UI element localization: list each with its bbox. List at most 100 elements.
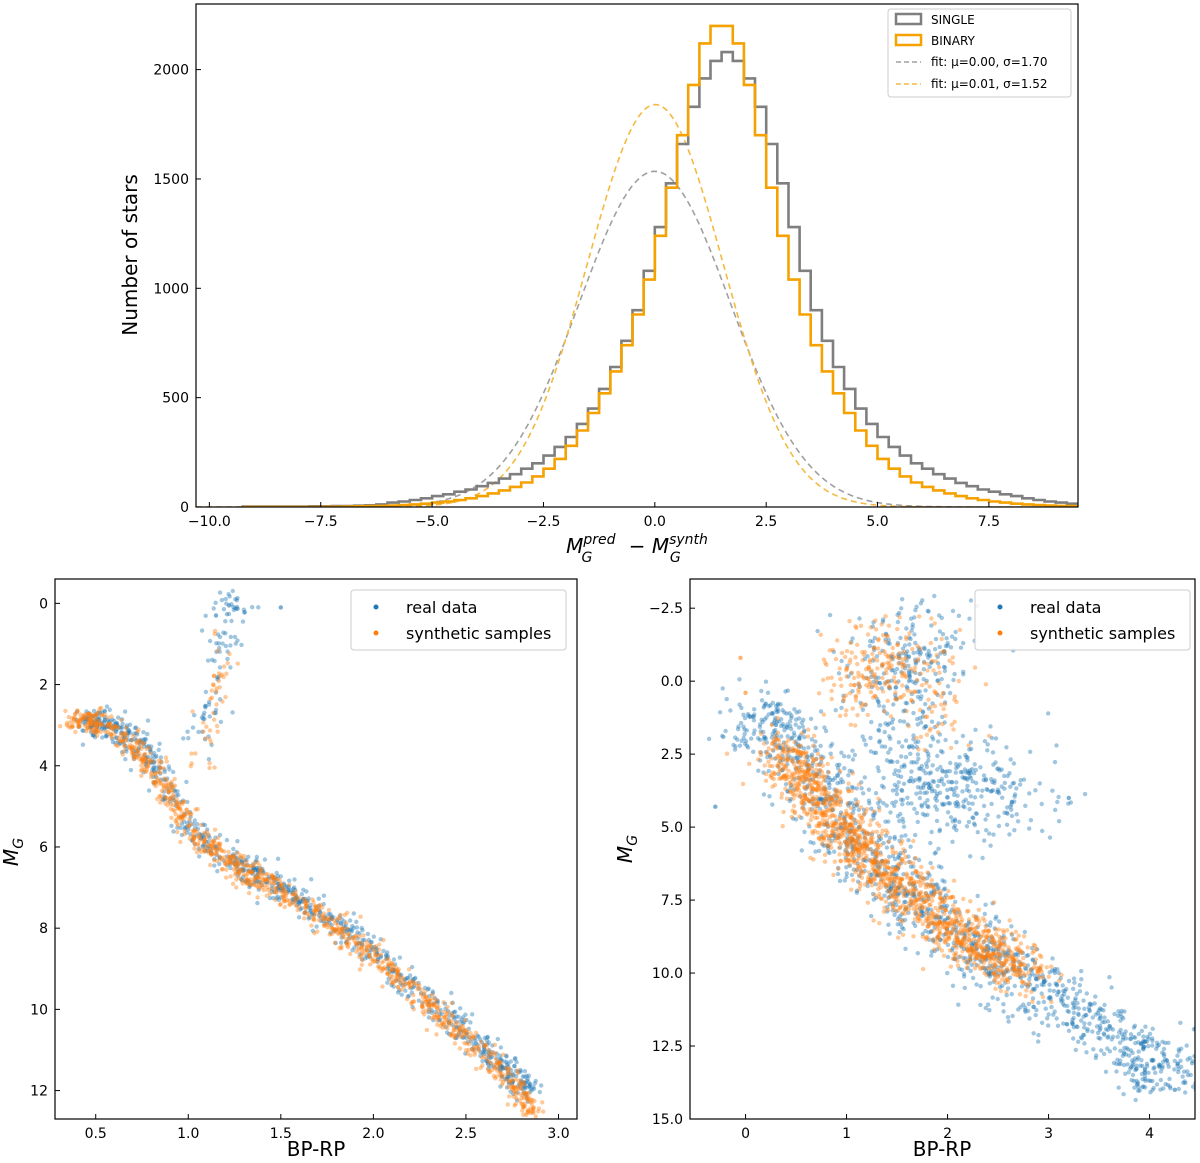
scatter-point (984, 954, 989, 959)
scatter-point (497, 1059, 502, 1065)
scatter-point (151, 769, 157, 774)
scatter-point (385, 980, 390, 985)
scatter-point (357, 931, 362, 936)
scatter-point (907, 642, 912, 647)
scatter-point (1024, 988, 1029, 993)
scatter-point (104, 724, 109, 729)
scatter-point (829, 795, 834, 801)
scatter-point (261, 888, 266, 893)
scatter-point (368, 947, 373, 953)
scatter-point (941, 918, 947, 923)
scatter-point (217, 846, 222, 851)
scatter-point (1012, 983, 1017, 989)
scatter-point (76, 724, 81, 730)
scatter-point (461, 1020, 467, 1025)
scatter-point (223, 858, 229, 863)
scatter-point (314, 907, 320, 912)
scatter-point (883, 884, 888, 889)
scatter-point (261, 869, 266, 874)
scatter-point (193, 842, 198, 847)
scatter-point (513, 1092, 519, 1097)
scatter-point (215, 729, 220, 734)
scatter-point (179, 814, 185, 819)
scatter-point (214, 641, 219, 646)
scatter-point (854, 867, 860, 873)
scatter-point (911, 890, 916, 895)
scatter-point (75, 719, 81, 724)
legend-single-swatch (894, 12, 923, 26)
scatter-point (121, 734, 126, 739)
scatter-point (197, 847, 202, 852)
scatter-point (789, 726, 794, 732)
scatter-point (149, 772, 154, 777)
scatter-point (353, 934, 358, 939)
scatter-point (797, 716, 802, 721)
scatter-point (921, 677, 926, 682)
scatter-point (1046, 1012, 1051, 1017)
scatter-point (813, 849, 818, 854)
scatter-point (813, 725, 818, 731)
scatter-point (426, 1004, 431, 1010)
scatter-point (911, 881, 916, 887)
scatter-point (138, 739, 143, 745)
scatter-point (792, 733, 797, 738)
scatter-point (850, 845, 855, 850)
scatter-point (158, 781, 164, 786)
scatter-point (277, 883, 283, 889)
scatter-point (1175, 1061, 1180, 1066)
scatter-point (355, 936, 360, 941)
scatter-point (331, 915, 336, 920)
scatter-point (903, 899, 908, 905)
scatter-point (458, 1006, 463, 1011)
scatter-point (984, 828, 989, 833)
scatter-point (495, 1060, 500, 1065)
scatter-point (870, 830, 876, 835)
scatter-point (908, 775, 914, 781)
scatter-point (456, 1029, 461, 1034)
scatter-point (329, 931, 334, 937)
scatter-point (352, 945, 357, 950)
scatter-point (1097, 1006, 1103, 1011)
histogram-x-ticks: −10.0 −7.5 −5.0 −2.5 0.0 2.5 5.0 7.5 (188, 502, 1000, 530)
scatter-point (424, 994, 429, 1000)
scatter-point (122, 709, 128, 714)
scatter-point (113, 724, 118, 729)
scatter-point (961, 896, 966, 902)
scatter-point (488, 1052, 493, 1057)
scatter-point (98, 722, 103, 727)
scatter-point (517, 1081, 522, 1086)
scatter-point (1125, 1062, 1130, 1067)
scatter-point (343, 940, 349, 945)
scatter-point (526, 1095, 531, 1100)
scatter-point (869, 913, 874, 919)
scatter-point (507, 1080, 512, 1085)
scatter-point (464, 1031, 469, 1036)
scatter-point (224, 862, 229, 867)
scatter-point (171, 807, 176, 812)
scatter-point (1039, 991, 1044, 996)
scatter-point (204, 835, 209, 840)
scatter-point (495, 1060, 500, 1065)
scatter-point (272, 889, 277, 894)
scatter-point (276, 887, 282, 893)
scatter-point (389, 982, 394, 988)
scatter-point (334, 928, 339, 933)
scatter-point (1012, 828, 1017, 833)
scatter-point (374, 951, 379, 956)
scatter-point (367, 954, 373, 959)
scatter-point (1150, 1036, 1155, 1041)
scatter-point (512, 1064, 517, 1069)
scatter-point (194, 829, 199, 834)
scatter-point (406, 993, 412, 998)
scatter-point (1114, 1069, 1119, 1074)
scatter-point (1010, 1013, 1015, 1019)
scatter-point (446, 1020, 452, 1025)
scatter-point (449, 990, 454, 996)
scatter-point (375, 958, 380, 964)
scatter-point (418, 991, 424, 996)
scatter-point (361, 933, 366, 938)
scatter-point (342, 912, 347, 917)
scatter-point (788, 755, 794, 760)
scatter-point (202, 837, 207, 843)
scatter-point (420, 1004, 425, 1010)
